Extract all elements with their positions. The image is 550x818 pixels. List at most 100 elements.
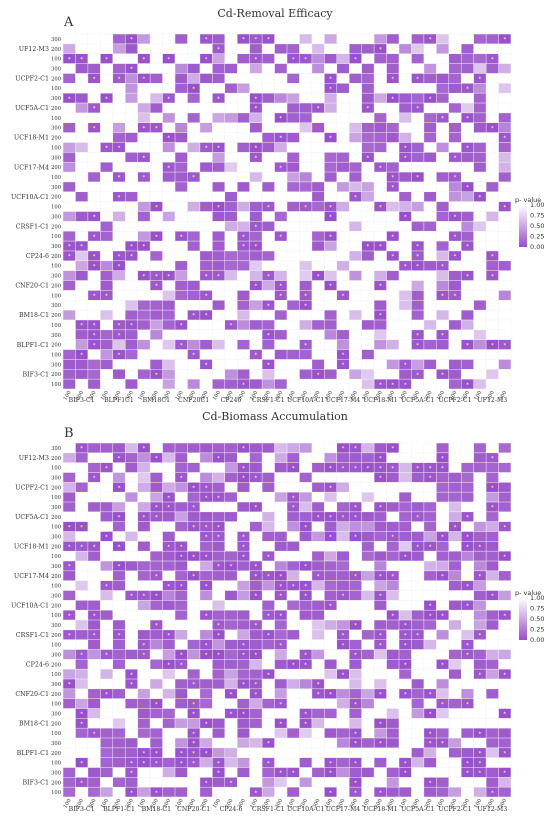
significance-star: *	[354, 731, 357, 737]
significance-star: *	[267, 37, 270, 43]
heatmap-cell	[212, 63, 225, 74]
heatmap-cell	[449, 502, 461, 512]
heatmap-cell	[262, 201, 275, 212]
significance-star: *	[180, 751, 183, 757]
heatmap-cell	[324, 320, 337, 330]
heatmap-cell	[361, 492, 374, 502]
heatmap-cell	[175, 132, 188, 143]
heatmap-cell	[249, 472, 262, 483]
significance-star: *	[217, 761, 220, 767]
heatmap-cell	[449, 251, 461, 261]
heatmap-cell	[374, 132, 387, 143]
heatmap-cell	[249, 630, 262, 640]
significance-star: *	[354, 741, 357, 747]
significance-star: *	[155, 205, 158, 211]
significance-star: *	[416, 333, 419, 339]
heatmap-cell	[88, 708, 101, 719]
heatmap-cell	[399, 502, 412, 512]
heatmap-cell	[399, 462, 412, 473]
heatmap-cell	[150, 708, 163, 719]
heatmap-cell	[175, 698, 188, 709]
heatmap-cell	[162, 290, 175, 300]
significance-star: *	[379, 574, 382, 580]
heatmap-cell	[113, 349, 125, 360]
heatmap-cell	[249, 123, 262, 133]
heatmap-cell	[162, 172, 175, 182]
heatmap-cell	[175, 290, 188, 300]
heatmap-cell	[449, 531, 461, 542]
heatmap-cell	[88, 231, 101, 241]
heatmap-cell	[399, 492, 412, 502]
heatmap-cell	[75, 620, 88, 630]
heatmap-cell	[299, 320, 312, 330]
significance-star: *	[454, 234, 457, 240]
x-tick-label: 200	[187, 798, 197, 810]
significance-star: *	[479, 751, 482, 757]
heatmap-cell	[299, 718, 312, 728]
heatmap-cell	[299, 123, 312, 133]
heatmap-cell	[200, 482, 213, 492]
heatmap-cell	[436, 241, 449, 251]
significance-star: *	[242, 535, 245, 541]
significance-star: *	[230, 780, 233, 786]
significance-star: *	[329, 603, 332, 609]
heatmap-cell	[449, 551, 461, 561]
heatmap-cell	[212, 162, 225, 172]
heatmap-cell	[237, 339, 250, 350]
heatmap-cell	[137, 590, 150, 601]
heatmap-cell	[88, 777, 101, 787]
significance-star: *	[466, 146, 469, 152]
heatmap-cell	[249, 689, 262, 699]
x-tick-label: 300	[498, 798, 508, 810]
heatmap-cell	[237, 767, 250, 778]
heatmap-cell	[287, 521, 300, 532]
significance-star: *	[329, 215, 332, 221]
significance-star: *	[93, 333, 96, 339]
heatmap-cell	[274, 280, 287, 291]
heatmap-cell	[88, 767, 101, 778]
heatmap-cell	[461, 639, 474, 650]
significance-star: *	[441, 372, 444, 378]
y-group-label: CRSF1-C1	[16, 223, 49, 230]
heatmap-cell	[88, 172, 101, 182]
heatmap-cell	[63, 492, 76, 502]
heatmap-cell	[473, 541, 486, 551]
heatmap-cell	[262, 359, 275, 370]
heatmap-cell	[249, 44, 262, 54]
significance-star: *	[167, 584, 170, 590]
heatmap-cell	[200, 53, 213, 64]
heatmap-cell	[324, 728, 337, 738]
y-group-label: UCF17-M4	[14, 164, 49, 171]
heatmap-cell	[75, 777, 88, 787]
heatmap-cell	[349, 53, 362, 64]
heatmap-cell	[175, 261, 188, 271]
significance-star: *	[354, 515, 357, 521]
significance-star: *	[255, 146, 258, 152]
heatmap-cell	[200, 290, 213, 300]
heatmap-cell	[100, 649, 113, 660]
significance-star: *	[304, 712, 307, 718]
heatmap-cell	[449, 369, 461, 379]
heatmap-cell	[461, 689, 474, 699]
heatmap-cell	[100, 93, 113, 103]
x-tick-label: 100	[137, 798, 147, 810]
heatmap-cell	[63, 251, 76, 261]
significance-star: *	[93, 343, 96, 349]
heatmap-cell	[312, 182, 325, 192]
heatmap-cell	[399, 630, 412, 640]
heatmap-cell	[63, 689, 76, 699]
x-tick-label: 300	[274, 798, 284, 810]
significance-star: *	[80, 446, 83, 452]
heatmap-cell	[63, 379, 76, 389]
y-tick-label: 200	[51, 662, 61, 668]
heatmap-cell	[262, 379, 275, 389]
heatmap-cell	[262, 531, 275, 542]
heatmap-cell	[424, 152, 437, 162]
heatmap-cell	[449, 492, 461, 502]
significance-star: *	[118, 175, 121, 181]
significance-star: *	[255, 224, 258, 230]
significance-star: *	[279, 643, 282, 649]
heatmap-cell	[386, 34, 399, 44]
heatmap-cell	[312, 270, 325, 281]
heatmap-cell	[100, 610, 113, 620]
